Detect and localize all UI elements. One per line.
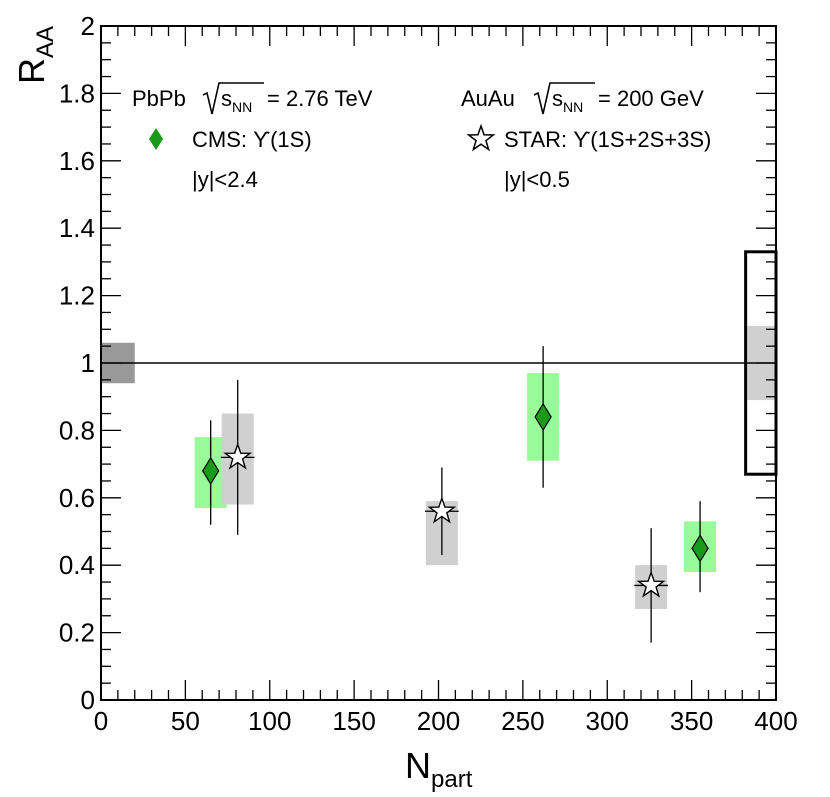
y-tick-label-7: 1.4 — [59, 213, 95, 243]
y-tick-label-3: 0.6 — [59, 483, 95, 513]
legend-right-sqrt-s: sNN — [552, 86, 583, 115]
cms-marker-1 — [534, 402, 552, 432]
legend-left-sqrt-s-main: s — [221, 86, 232, 111]
legend-left-energy: = 2.76 TeV — [267, 86, 373, 111]
y-tick-label-8: 1.6 — [59, 146, 95, 176]
uncertainty-boxes — [101, 250, 778, 610]
axis-ticks — [100, 25, 777, 701]
x-axis-title-main: N — [405, 745, 431, 786]
star-marker-0 — [223, 442, 253, 470]
legend-left-sqrt-s-sub: NN — [232, 99, 252, 115]
cms-marker-2 — [691, 534, 709, 563]
legend-star-icon — [466, 123, 496, 152]
star-marker-1 — [427, 496, 457, 524]
x-tick-label-400: 400 — [754, 706, 797, 736]
legend-cms-diamond-icon — [149, 128, 163, 150]
star-marker-2 — [636, 570, 666, 598]
y-axis-title-main: R — [11, 58, 52, 84]
y-tick-label-1: 0.2 — [59, 618, 95, 648]
x-tick-label-100: 100 — [248, 706, 291, 736]
x-tick-label-150: 150 — [332, 706, 375, 736]
x-tick-label-300: 300 — [586, 706, 629, 736]
x-tick-label-0: 0 — [94, 706, 108, 736]
x-tick-label-200: 200 — [417, 706, 460, 736]
y-tick-label-0: 0 — [81, 685, 95, 715]
data-points — [201, 346, 709, 643]
x-axis-title-sub: part — [431, 766, 473, 793]
legend-left-sqrt-sign — [202, 82, 264, 115]
x-axis-title: Npart — [405, 745, 473, 793]
y-tick-label-10: 2 — [81, 11, 95, 41]
legend-right-sqrt-s-main: s — [552, 86, 563, 111]
y-axis-title-sub: AA — [32, 26, 59, 58]
y-axis-title: RAA — [11, 26, 59, 84]
legend-cms-label: CMS: ϒ(1S) — [192, 127, 312, 152]
tick-labels: 0 50 100 150 200 250 300 350 400 0 0.2 0.4 0.6 0.8 1 1.… — [59, 11, 798, 736]
legend-right-rapidity: |y|<0.5 — [504, 167, 570, 192]
x-tick-label-50: 50 — [171, 706, 200, 736]
legend-right-system: AuAu — [461, 86, 515, 111]
legend-right-sqrt-sign — [533, 82, 595, 115]
legend-left-rapidity: |y|<2.4 — [192, 167, 258, 192]
x-tick-label-250: 250 — [501, 706, 544, 736]
legend-star-label: STAR: ϒ(1S+2S+3S) — [504, 127, 711, 152]
legend-right-sqrt-s-sub: NN — [563, 99, 583, 115]
legend-left: PbPb sNN = 2.76 TeV CMS: ϒ(1S) |y|<2.4 — [132, 82, 373, 192]
legend-left-system: PbPb — [132, 86, 186, 111]
legend-left-sqrt-s: sNN — [221, 86, 252, 115]
cms-marker-0 — [201, 456, 220, 485]
legend-right-energy: = 200 GeV — [598, 86, 704, 111]
x-tick-label-350: 350 — [670, 706, 713, 736]
y-tick-label-4: 0.8 — [59, 415, 95, 445]
y-tick-label-9: 1.8 — [59, 78, 95, 108]
y-tick-label-5: 1 — [81, 348, 95, 378]
y-tick-label-2: 0.4 — [59, 550, 95, 580]
y-tick-label-6: 1.2 — [59, 281, 95, 311]
legend-right: AuAu sNN = 200 GeV STAR: ϒ(1S+2S+3S) |y|… — [461, 82, 711, 192]
